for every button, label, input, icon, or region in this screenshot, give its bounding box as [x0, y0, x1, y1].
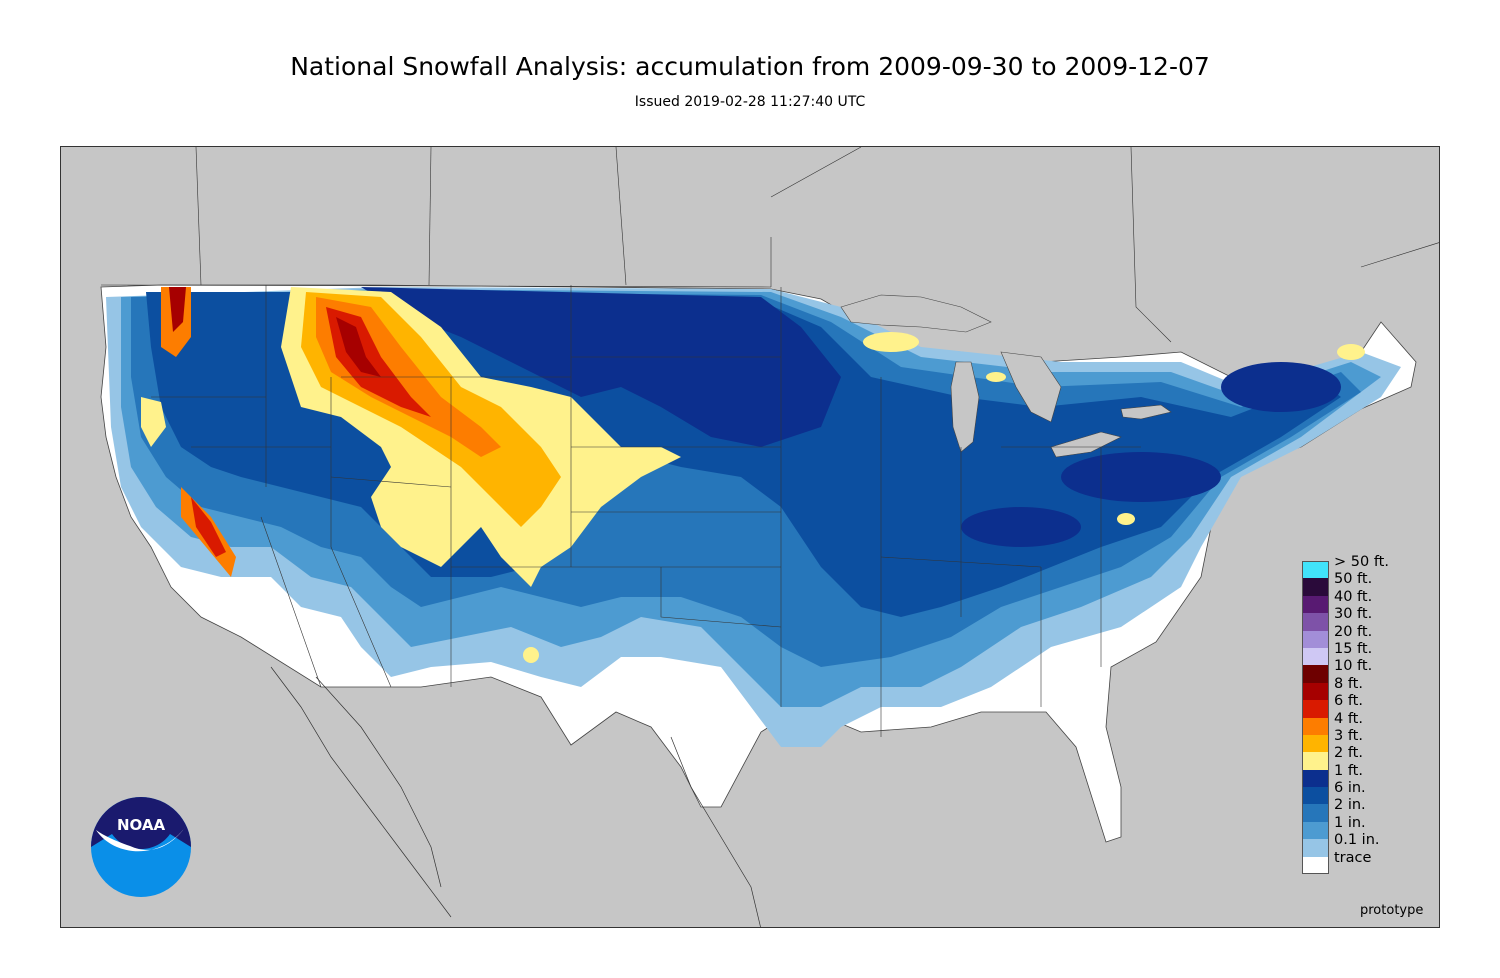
- noaa-logo-text: NOAA: [117, 816, 166, 834]
- legend-label: 15 ft.: [1334, 640, 1373, 657]
- legend-swatch: [1302, 595, 1329, 614]
- map-canvas: [100, 147, 1439, 927]
- legend-swatch: [1302, 700, 1329, 718]
- lake-michigan: [950, 361, 980, 453]
- legend-item: 4 ft.: [1302, 711, 1412, 735]
- legend-item: 3 ft.: [1302, 728, 1412, 753]
- legend-item: 50 ft.: [1302, 571, 1412, 596]
- legend-label: 10 ft.: [1334, 658, 1373, 675]
- legend-item: 1 in.: [1302, 815, 1412, 840]
- legend-item: 30 ft.: [1302, 606, 1412, 631]
- lake-ontario: [1120, 404, 1172, 420]
- legend-item: trace: [1302, 850, 1412, 875]
- legend-item: 10 ft.: [1302, 658, 1412, 683]
- legend-label: 50 ft.: [1334, 571, 1373, 588]
- legend-item: 2 ft.: [1302, 745, 1412, 770]
- legend-label: 4 ft.: [1334, 710, 1363, 727]
- legend-item: 8 ft.: [1302, 676, 1412, 701]
- legend-swatch: [1302, 578, 1329, 596]
- legend-label: 30 ft.: [1334, 606, 1373, 623]
- prototype-label: prototype: [1360, 903, 1424, 918]
- legend-label: 8 ft.: [1334, 675, 1363, 692]
- legend-swatch: [1302, 804, 1329, 822]
- legend-swatch: [1302, 752, 1329, 770]
- noaa-logo: NOAA: [90, 796, 192, 898]
- legend-swatch: [1302, 787, 1329, 805]
- snowfall-map[interactable]: [60, 146, 1440, 928]
- legend-item: > 50 ft.: [1302, 554, 1412, 579]
- legend-label: 40 ft.: [1334, 588, 1373, 605]
- legend-label: 2 ft.: [1334, 745, 1363, 762]
- lake-erie: [1050, 431, 1122, 458]
- legend-item: 15 ft.: [1302, 641, 1412, 666]
- legend-item: 2 in.: [1302, 797, 1412, 822]
- legend-swatch: [1302, 647, 1329, 666]
- legend-label: > 50 ft.: [1334, 554, 1389, 570]
- legend-swatch: [1302, 821, 1329, 840]
- legend-swatch: [1302, 769, 1329, 788]
- legend-item: 40 ft.: [1302, 589, 1412, 614]
- legend-swatch: [1302, 717, 1329, 735]
- lake-huron: [1000, 351, 1062, 423]
- legend-label: 6 in.: [1334, 780, 1366, 797]
- legend-swatch: [1302, 734, 1329, 753]
- legend-item: 6 in.: [1302, 780, 1412, 805]
- map-title: National Snowfall Analysis: accumulation…: [290, 52, 1210, 81]
- lake-superior: [840, 294, 992, 333]
- legend-label: 20 ft.: [1334, 623, 1373, 640]
- legend-label: 3 ft.: [1334, 727, 1363, 744]
- legend-label: 0.1 in.: [1334, 832, 1380, 849]
- boundary-lines: [100, 147, 1439, 737]
- snow-band-1ft: [361, 287, 841, 447]
- legend-swatch: [1302, 665, 1329, 683]
- legend-label: 1 ft.: [1334, 762, 1363, 779]
- color-legend: > 50 ft. 50 ft. 40 ft. 30 ft. 20 ft. 15 ft. 10…: [1302, 554, 1412, 875]
- legend-swatch: [1302, 561, 1329, 579]
- legend-label: 6 ft.: [1334, 693, 1363, 710]
- legend-label: 1 in.: [1334, 814, 1366, 831]
- legend-item: 20 ft.: [1302, 624, 1412, 648]
- issued-timestamp: Issued 2019-02-28 11:27:40 UTC: [634, 94, 866, 110]
- legend-item: 1 ft.: [1302, 763, 1412, 788]
- legend-item: 6 ft.: [1302, 693, 1412, 718]
- legend-swatch: [1302, 682, 1329, 701]
- legend-swatch: [1302, 613, 1329, 631]
- legend-label: trace: [1334, 849, 1372, 866]
- snow-band-8ft: [336, 317, 381, 377]
- legend-label: 2 in.: [1334, 797, 1366, 814]
- legend-item: 0.1 in.: [1302, 832, 1412, 857]
- legend-swatch: [1302, 630, 1329, 648]
- legend-swatch: [1302, 839, 1329, 857]
- legend-swatch: [1302, 856, 1329, 875]
